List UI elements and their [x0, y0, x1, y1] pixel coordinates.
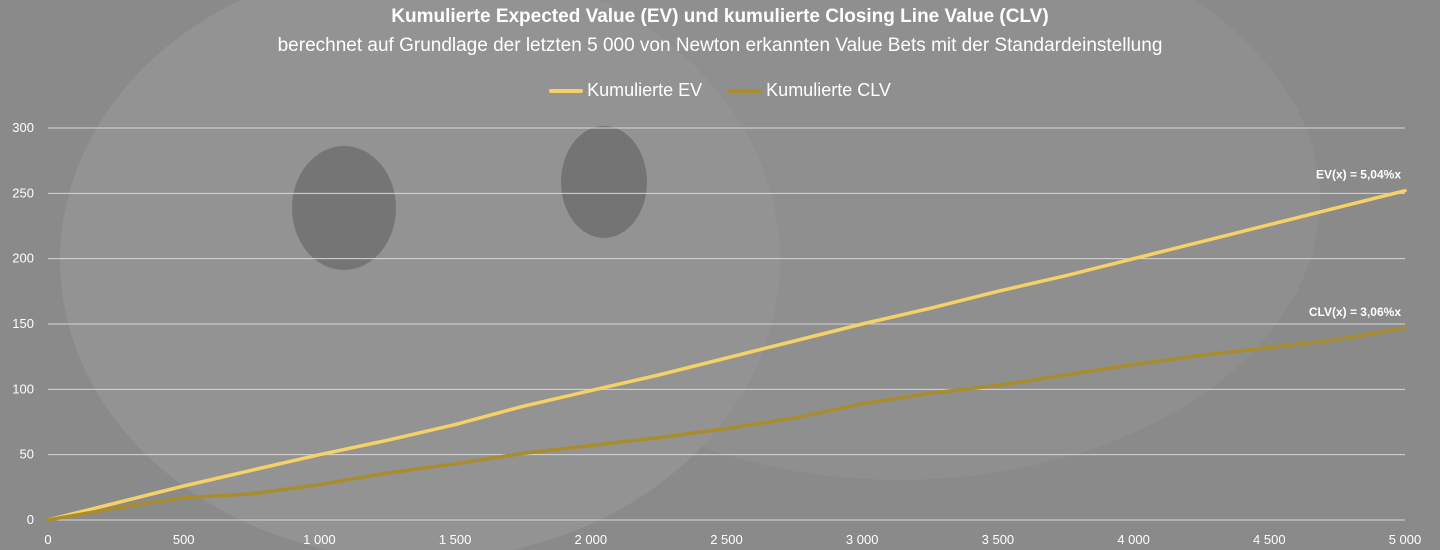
x-tick-label: 0 [44, 532, 51, 547]
y-tick-label: 0 [27, 512, 34, 527]
x-tick-label: 5 000 [1389, 532, 1422, 547]
y-tick-label: 300 [12, 120, 34, 135]
x-tick-label: 2 000 [575, 532, 608, 547]
chart-legend: Kumulierte EV Kumulierte CLV [0, 80, 1440, 101]
series-line-clv [46, 326, 1407, 522]
legend-swatch-clv [728, 88, 763, 93]
legend-item-clv: Kumulierte CLV [728, 80, 891, 101]
annotation-label: EV(x) = 5,04%x [1316, 168, 1401, 182]
x-tick-label: 2 500 [710, 532, 743, 547]
legend-swatch-ev [549, 88, 584, 93]
x-tick-label: 500 [173, 532, 195, 547]
legend-label-clv: Kumulierte CLV [766, 80, 891, 100]
chart-title: Kumulierte Expected Value (EV) und kumul… [391, 6, 1049, 27]
y-tick-label: 100 [12, 381, 34, 396]
y-tick-label: 150 [12, 316, 34, 331]
y-tick-label: 200 [12, 251, 34, 266]
series-line-ev [46, 188, 1407, 522]
x-tick-label: 3 000 [846, 532, 879, 547]
annotation-label: CLV(x) = 3,06%x [1309, 305, 1401, 319]
x-tick-label: 4 000 [1117, 532, 1150, 547]
x-tick-label: 4 500 [1253, 532, 1286, 547]
legend-label-ev: Kumulierte EV [587, 80, 703, 100]
legend-item-ev: Kumulierte EV [549, 80, 702, 101]
x-tick-label: 3 500 [982, 532, 1015, 547]
x-tick-label: 1 500 [439, 532, 472, 547]
chart-subtitle: berechnet auf Grundlage der letzten 5 00… [277, 35, 1163, 56]
y-tick-label: 50 [20, 447, 34, 462]
y-tick-label: 250 [12, 185, 34, 200]
x-tick-label: 1 000 [303, 532, 336, 547]
